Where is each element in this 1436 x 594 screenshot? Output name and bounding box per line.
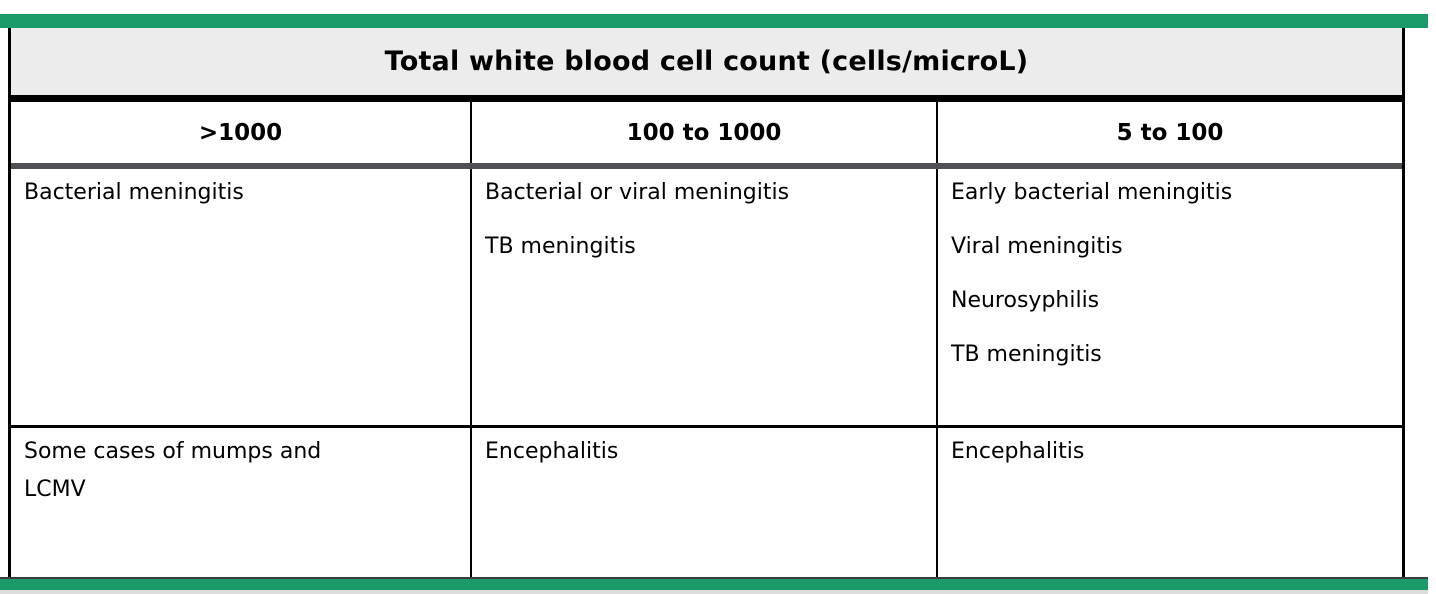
cell-text: Neurosyphilis (951, 288, 1100, 313)
cell-text: Encephalitis (485, 439, 619, 464)
cell-5to100-row2: Encephalitis (936, 428, 1402, 578)
bottom-accent-bar (0, 577, 1428, 590)
cell-text: Some cases of mumps and LCMV (24, 439, 322, 502)
column-header-5-to-100: 5 to 100 (936, 102, 1402, 163)
table-title-band: Total white blood cell count (cells/micr… (11, 28, 1402, 102)
bottom-page-strip (0, 590, 1428, 594)
cell-100to1000-row1: Bacterial or viral meningitis TB meningi… (470, 169, 936, 425)
cell-text: Early bacterial meningitis (951, 180, 1233, 205)
column-header-gt-1000: >1000 (198, 119, 283, 146)
table-title: Total white blood cell count (cells/micr… (384, 46, 1029, 77)
cell-gt1000-row2: Some cases of mumps and LCMV (11, 428, 470, 578)
wbc-count-table: Total white blood cell count (cells/micr… (8, 28, 1405, 578)
column-header-row: >1000 100 to 1000 5 to 100 (11, 102, 1402, 169)
cell-text: Encephalitis (951, 439, 1085, 464)
top-accent-bar (0, 14, 1428, 28)
cell-5to100-row1: Early bacterial meningitis Viral meningi… (936, 169, 1402, 425)
cell-text: Bacterial or viral meningitis (485, 180, 790, 205)
table-row-encephalitis: Some cases of mumps and LCMV Encephaliti… (11, 428, 1402, 578)
cell-gt1000-row1: Bacterial meningitis (11, 169, 470, 425)
column-header-100-to-1000: 100 to 1000 (470, 102, 936, 163)
cell-100to1000-row2: Encephalitis (470, 428, 936, 578)
cell-text: TB meningitis (485, 234, 636, 259)
cell-text: Bacterial meningitis (24, 180, 244, 205)
cell-text: TB meningitis (951, 342, 1102, 367)
table-row-meningitis: Bacterial meningitis Bacterial or viral … (11, 169, 1402, 428)
cell-text: Viral meningitis (951, 234, 1123, 259)
